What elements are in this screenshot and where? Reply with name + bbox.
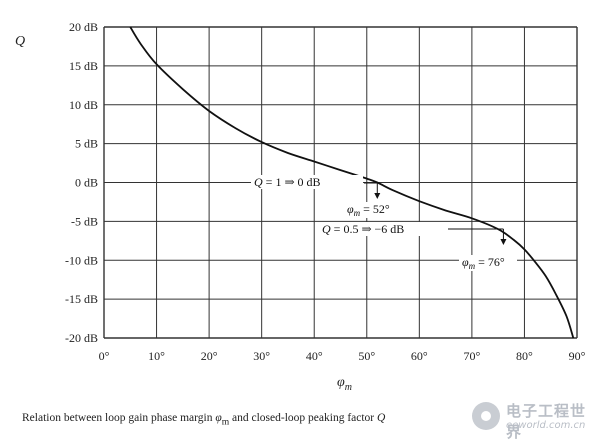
x-axis-title: φm bbox=[337, 375, 352, 393]
x-tick-label: 90° bbox=[569, 349, 586, 363]
grid bbox=[103, 26, 578, 339]
watermark: 电子工程世界 eeworld.com.cn bbox=[472, 398, 592, 441]
y-tick-label: -15 dB bbox=[65, 292, 98, 306]
caption-text-1: Relation between loop gain phase margin bbox=[22, 412, 216, 424]
watermark-url: eeworld.com.cn bbox=[506, 420, 586, 431]
x-tick-label: 70° bbox=[463, 349, 480, 363]
y-tick-label: 15 dB bbox=[69, 59, 98, 73]
x-tick-label: 20° bbox=[201, 349, 218, 363]
annotation-bg bbox=[344, 202, 402, 218]
series-line bbox=[129, 26, 575, 339]
y-tick-label: -10 dB bbox=[65, 253, 98, 267]
annotation-label: Q = 0.5 ⇒ −6 dB bbox=[322, 222, 404, 236]
annotation-arrowhead bbox=[500, 239, 507, 245]
annotation-q: Q bbox=[322, 222, 331, 236]
x-tick-label: 60° bbox=[411, 349, 428, 363]
x-tick-label: 50° bbox=[358, 349, 375, 363]
caption-phi: φ bbox=[215, 412, 222, 424]
annotation-q: Q bbox=[254, 175, 263, 189]
x-tick-label: 40° bbox=[306, 349, 323, 363]
y-tick-label: 0 dB bbox=[75, 176, 98, 190]
x-tick-label: 80° bbox=[516, 349, 533, 363]
y-axis-title: Q bbox=[15, 34, 25, 49]
annotation-bg bbox=[251, 175, 363, 189]
x-title-phi: φ bbox=[337, 375, 345, 390]
annotation-phi: φ bbox=[347, 202, 354, 216]
caption-sub-m: m bbox=[221, 416, 230, 428]
annotation-value: = 76° bbox=[475, 255, 505, 269]
annotation-eq: = 0.5 ⇒ −6 dB bbox=[331, 222, 405, 236]
x-title-sub: m bbox=[345, 382, 352, 393]
figure-caption: Relation between loop gain phase margin … bbox=[22, 412, 385, 427]
annotation-bg bbox=[319, 222, 447, 236]
caption-q: Q bbox=[377, 412, 386, 424]
y-tick-label: -20 dB bbox=[65, 331, 98, 345]
circle-logo-icon bbox=[472, 402, 500, 430]
y-tick-label: 5 dB bbox=[75, 137, 98, 151]
annotation-sub: m bbox=[469, 261, 476, 271]
annotation-eq: = 1 ⇒ 0 dB bbox=[263, 175, 321, 189]
annotation-sub: m bbox=[354, 208, 361, 218]
x-tick-label: 0° bbox=[99, 349, 110, 363]
annotation-phi: φ bbox=[462, 255, 469, 269]
y-tick-label: 10 dB bbox=[69, 98, 98, 112]
x-tick-label: 10° bbox=[148, 349, 165, 363]
x-tick-label: 30° bbox=[253, 349, 270, 363]
caption-text-2: and closed-loop peaking factor bbox=[229, 412, 378, 424]
annotation-arrowhead bbox=[374, 193, 381, 199]
tick-labels: 0° 10° 20° 30° 40° 50° 60° 70° 80° 90° 20 dB 15 dB 1… bbox=[65, 20, 586, 363]
y-tick-label: -5 dB bbox=[71, 214, 98, 228]
y-tick-label: 20 dB bbox=[69, 20, 98, 34]
annotation-bg bbox=[459, 255, 517, 271]
annotation-result: φm = 76° bbox=[462, 255, 505, 271]
annotation-value: = 52° bbox=[360, 202, 390, 216]
watermark-text: 电子工程世界 bbox=[506, 402, 587, 441]
annotation-result: φm = 52° bbox=[347, 202, 390, 218]
annotation-label: Q = 1 ⇒ 0 dB bbox=[254, 175, 321, 189]
